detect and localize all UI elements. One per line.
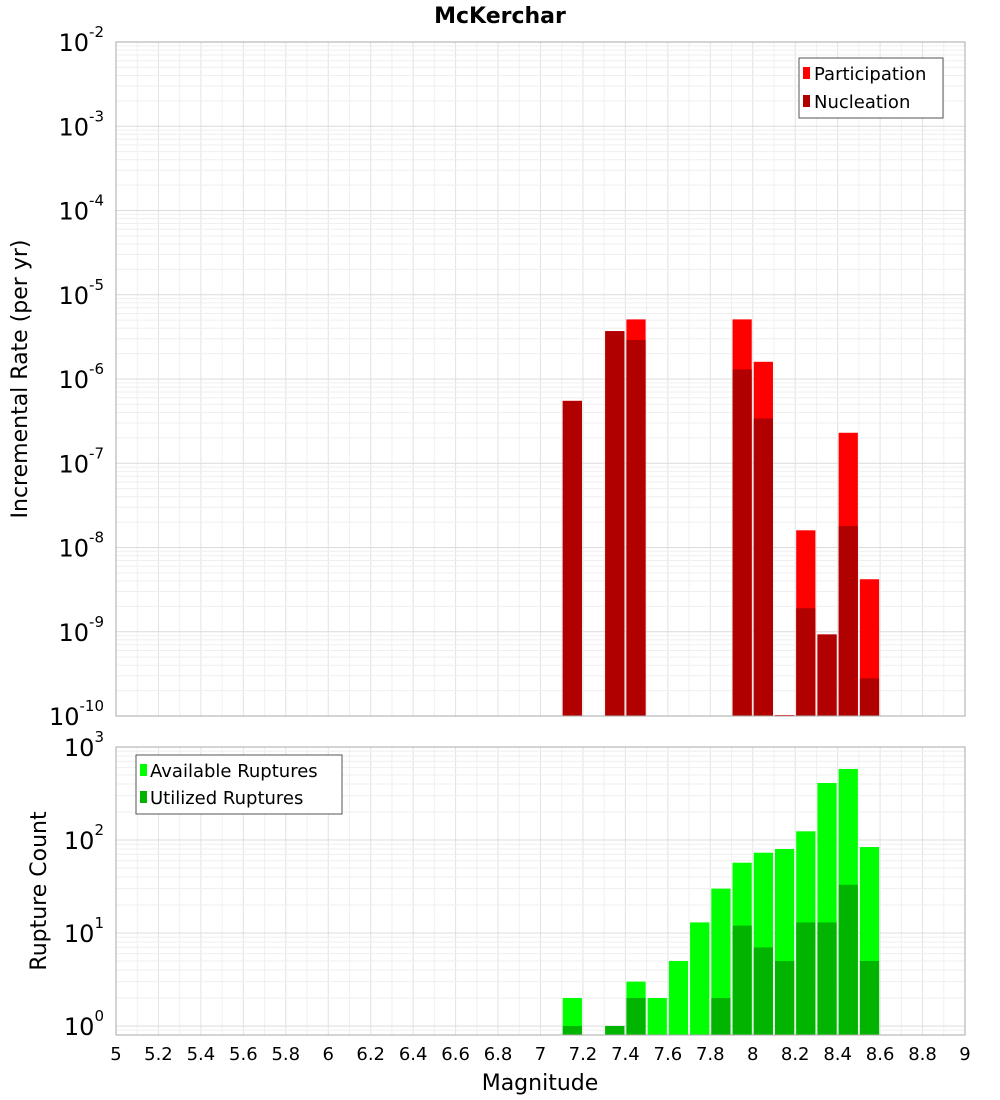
x-tick-label: 5.2 — [144, 1044, 173, 1065]
x-tick-label: 8.8 — [908, 1044, 937, 1065]
x-tick-label: 5.4 — [187, 1044, 216, 1065]
x-tick-label: 5 — [110, 1044, 121, 1065]
rate-y-tick-label: 10-9 — [58, 613, 104, 647]
legend-swatch-available — [140, 764, 147, 776]
rate-bar-nucleation — [732, 369, 752, 716]
count-bar-utilized-ruptures — [732, 925, 752, 1035]
count-bar-utilized-ruptures — [562, 1025, 582, 1035]
legend-label-participation: Participation — [814, 64, 926, 85]
rate-y-tick-label: 10-5 — [58, 276, 104, 310]
count-bar-utilized-ruptures — [605, 1025, 625, 1035]
legend-swatch-nucleation — [803, 95, 810, 107]
x-tick-label: 8.6 — [866, 1044, 895, 1065]
count-bar-utilized-ruptures — [796, 922, 816, 1035]
rate-plot-y-axis-label: Incremental Rate (per yr) — [8, 240, 33, 519]
x-tick-label: 8.2 — [781, 1044, 810, 1065]
rate-y-tick-label: 10-3 — [58, 107, 104, 141]
rupture-count-plot-frame — [115, 746, 966, 1036]
rate-plot-y-ticks: 10-10 10-9 10-8 10-7 10-6 10-5 10-4 10-3 10-2 — [49, 23, 104, 731]
rate-plot-grid — [116, 42, 965, 716]
count-bar-utilized-ruptures — [838, 884, 858, 1035]
rate-bar-nucleation — [605, 331, 625, 716]
legend-label-nucleation: Nucleation — [814, 92, 910, 113]
count-bar-available-ruptures — [647, 997, 667, 1035]
legend-swatch-utilized — [140, 791, 147, 803]
count-y-tick-label: 100 — [64, 1007, 104, 1041]
rate-bar-nucleation — [817, 634, 837, 716]
count-bar-available-ruptures — [668, 960, 689, 1035]
rupture-count-plot-legend-box — [135, 754, 343, 815]
x-tick-label: 5.8 — [271, 1044, 300, 1065]
count-y-tick-label: 103 — [64, 728, 104, 762]
x-tick-label: 6.6 — [441, 1044, 470, 1065]
rate-bar-nucleation — [838, 525, 858, 716]
x-tick-label: 9 — [959, 1044, 970, 1065]
x-tick-label: 6.4 — [399, 1044, 428, 1065]
legend-swatch-participation — [803, 67, 810, 79]
x-tick-label: 5.6 — [229, 1044, 258, 1065]
rate-plot-legend: Participation Nucleation — [798, 57, 944, 119]
legend-label-utilized: Utilized Ruptures — [150, 788, 303, 809]
legend-label-available: Available Ruptures — [150, 761, 318, 782]
x-tick-label: 7.2 — [569, 1044, 598, 1065]
count-bar-utilized-ruptures — [753, 947, 773, 1035]
rate-plot-legend-box — [798, 57, 944, 119]
rate-plot-frame — [115, 41, 966, 717]
x-tick-label: 7.4 — [611, 1044, 640, 1065]
rate-bar-nucleation — [796, 608, 816, 716]
count-y-tick-label: 101 — [64, 914, 104, 948]
count-bar-utilized-ruptures — [859, 960, 880, 1035]
rate-bar-nucleation — [562, 400, 582, 716]
x-axis-ticks: 5 5.2 5.4 5.6 5.8 6 6.2 6.4 6.6 6.8 7 7.2 7.4 7.6 7.8 8… — [110, 1044, 970, 1065]
count-bar-utilized-ruptures — [774, 960, 795, 1035]
x-tick-label: 7.8 — [696, 1044, 725, 1065]
rate-y-tick-label: 10-6 — [58, 360, 104, 394]
x-tick-label: 6.8 — [484, 1044, 513, 1065]
x-axis-label: Magnitude — [482, 1071, 599, 1096]
count-y-tick-label: 102 — [64, 821, 104, 855]
x-tick-label: 6.2 — [356, 1044, 385, 1065]
rate-plot: 10-10 10-9 10-8 10-7 10-6 10-5 10-4 10-3 10-2 In… — [8, 23, 966, 731]
chart-title: McKerchar — [434, 4, 566, 29]
rate-y-tick-label: 10-10 — [49, 697, 104, 731]
rate-y-tick-label: 10-2 — [58, 23, 104, 57]
x-tick-label: 7.6 — [654, 1044, 683, 1065]
rupture-count-plot: 100 101 102 103 5 5.2 5.4 5.6 5.8 6 6.2 6.4 6.6 6.8 7… — [27, 728, 971, 1096]
rate-bar-nucleation — [626, 340, 646, 716]
rate-y-tick-label: 10-8 — [58, 529, 104, 563]
rate-bar-nucleation — [859, 678, 880, 716]
x-tick-label: 6 — [323, 1044, 334, 1065]
count-bar-utilized-ruptures — [817, 922, 837, 1035]
rate-y-tick-label: 10-4 — [58, 192, 104, 226]
x-tick-label: 7 — [535, 1044, 546, 1065]
rate-plot-bars — [562, 319, 880, 716]
rupture-count-plot-y-axis-label: Rupture Count — [27, 811, 52, 971]
rupture-count-plot-bars — [562, 769, 880, 1035]
rupture-count-plot-legend: Available Ruptures Utilized Ruptures — [135, 754, 343, 815]
x-tick-label: 8.4 — [823, 1044, 852, 1065]
rupture-count-plot-y-ticks: 100 101 102 103 — [64, 728, 104, 1041]
x-tick-label: 8 — [747, 1044, 758, 1065]
rate-y-tick-label: 10-7 — [58, 444, 104, 478]
count-bar-available-ruptures — [690, 922, 710, 1035]
count-bar-utilized-ruptures — [626, 997, 646, 1035]
count-bar-utilized-ruptures — [711, 997, 731, 1035]
count-bar-available-ruptures — [562, 997, 582, 1035]
rate-bar-nucleation — [753, 418, 773, 716]
